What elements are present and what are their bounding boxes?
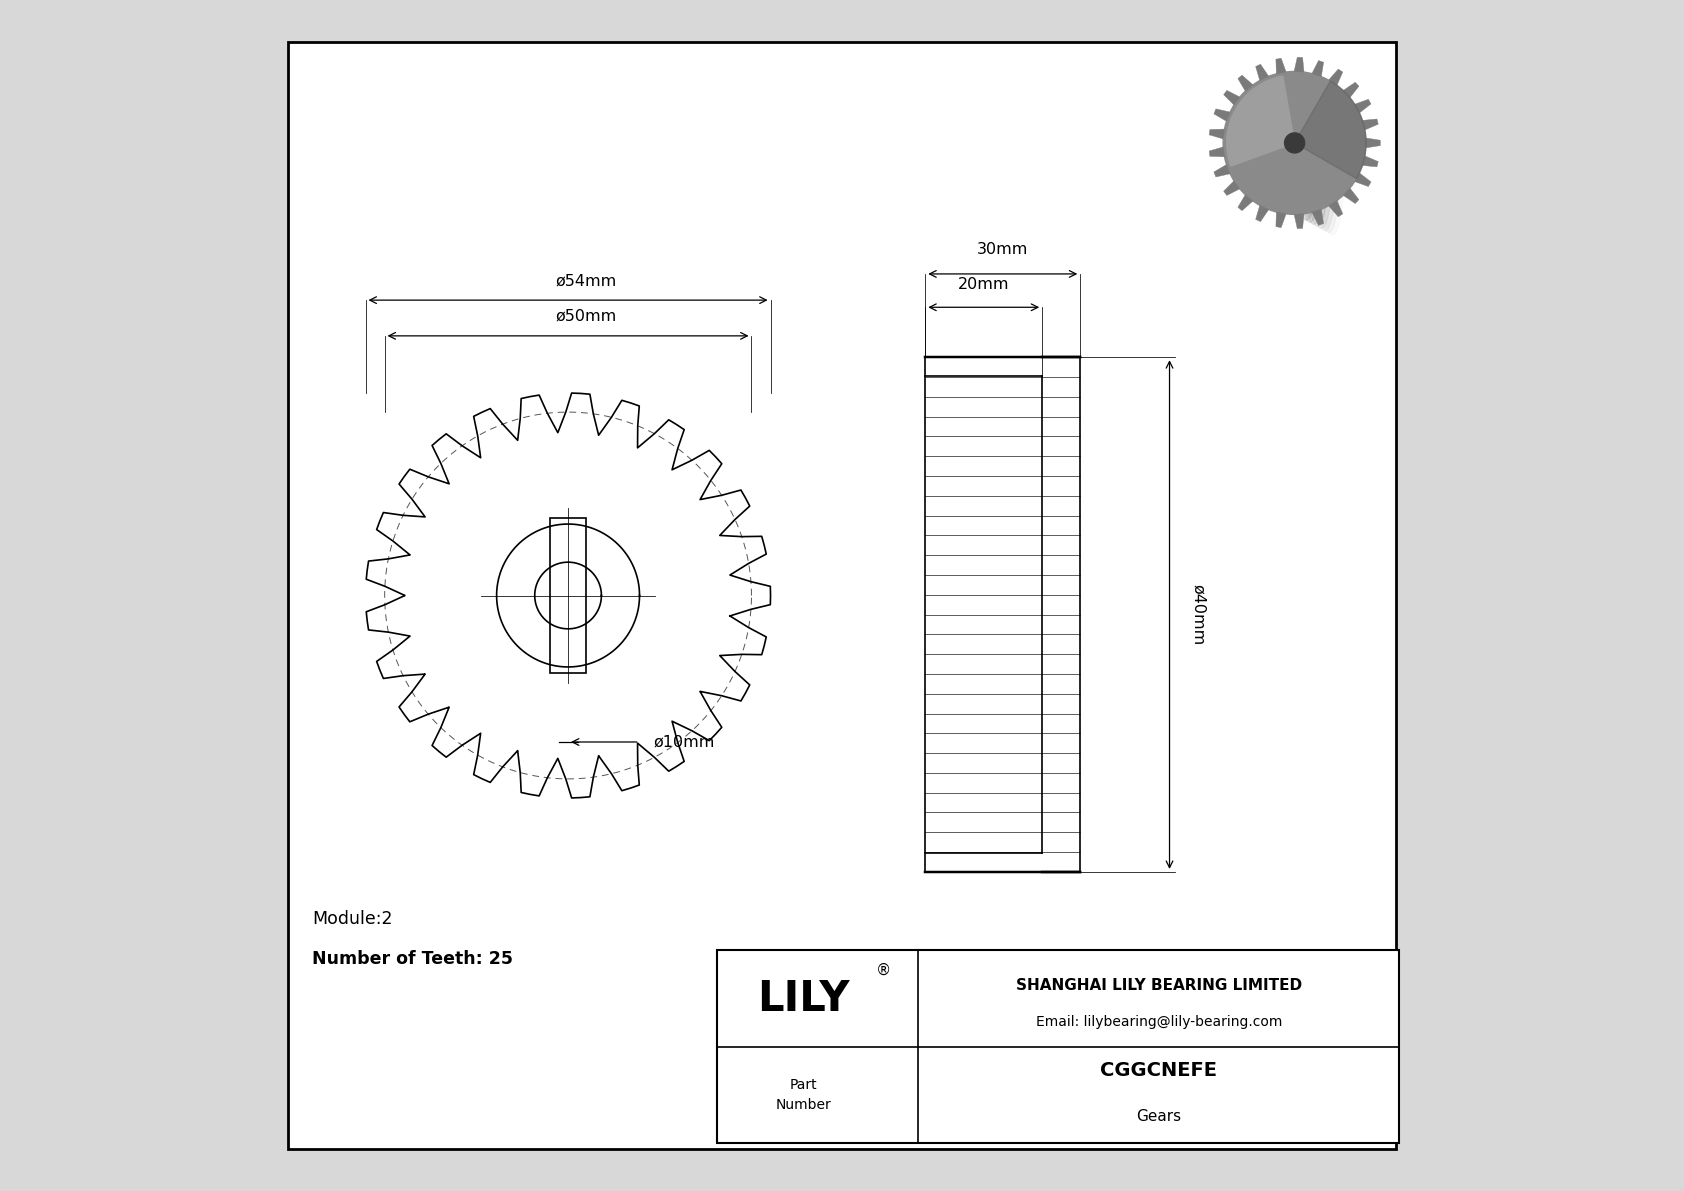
Polygon shape bbox=[1224, 181, 1239, 195]
Text: ø40mm: ø40mm bbox=[1191, 584, 1206, 646]
Text: ø54mm: ø54mm bbox=[556, 273, 616, 288]
Polygon shape bbox=[1312, 61, 1324, 76]
Ellipse shape bbox=[1310, 86, 1334, 229]
Polygon shape bbox=[1329, 69, 1342, 86]
Ellipse shape bbox=[1302, 81, 1325, 224]
Bar bbox=[551, 518, 586, 673]
Circle shape bbox=[1223, 71, 1366, 214]
Polygon shape bbox=[1293, 213, 1303, 229]
Polygon shape bbox=[1276, 212, 1287, 227]
Bar bbox=[717, 950, 1399, 1143]
Text: SHANGHAI LILY BEARING LIMITED: SHANGHAI LILY BEARING LIMITED bbox=[1015, 978, 1302, 992]
Polygon shape bbox=[1366, 138, 1381, 148]
Polygon shape bbox=[1209, 146, 1224, 157]
Ellipse shape bbox=[1295, 77, 1319, 220]
Ellipse shape bbox=[1314, 88, 1337, 231]
Polygon shape bbox=[1256, 205, 1268, 222]
Polygon shape bbox=[1329, 200, 1342, 217]
Text: 30mm: 30mm bbox=[977, 242, 1029, 257]
Polygon shape bbox=[1354, 99, 1371, 113]
Circle shape bbox=[1285, 133, 1305, 152]
Polygon shape bbox=[1214, 108, 1229, 121]
Text: LILY: LILY bbox=[758, 978, 849, 1019]
Polygon shape bbox=[1238, 194, 1253, 211]
Polygon shape bbox=[1344, 82, 1359, 98]
Text: Email: lilybearing@lily-bearing.com: Email: lilybearing@lily-bearing.com bbox=[1036, 1015, 1282, 1029]
Text: Part
Number: Part Number bbox=[775, 1078, 832, 1112]
Polygon shape bbox=[1276, 58, 1287, 74]
Wedge shape bbox=[1295, 81, 1366, 179]
Polygon shape bbox=[1354, 173, 1371, 187]
Text: ø50mm: ø50mm bbox=[556, 308, 616, 324]
Ellipse shape bbox=[1305, 83, 1330, 226]
Polygon shape bbox=[1362, 119, 1378, 130]
Text: CGGCNEFE: CGGCNEFE bbox=[1100, 1060, 1218, 1079]
Polygon shape bbox=[1238, 75, 1253, 92]
Polygon shape bbox=[1256, 64, 1268, 81]
Text: ø10mm: ø10mm bbox=[653, 735, 716, 749]
Polygon shape bbox=[1312, 210, 1324, 225]
Text: Module:2: Module:2 bbox=[312, 910, 392, 929]
Polygon shape bbox=[1362, 156, 1378, 167]
Ellipse shape bbox=[1317, 89, 1340, 232]
Polygon shape bbox=[1293, 57, 1303, 73]
Wedge shape bbox=[1226, 76, 1295, 166]
Bar bbox=[926, 357, 1079, 872]
Text: Gears: Gears bbox=[1137, 1109, 1182, 1124]
Polygon shape bbox=[1214, 164, 1229, 177]
Polygon shape bbox=[1344, 188, 1359, 204]
Text: ®: ® bbox=[876, 962, 891, 978]
Ellipse shape bbox=[1298, 80, 1322, 223]
Text: Number of Teeth: 25: Number of Teeth: 25 bbox=[312, 949, 514, 968]
Polygon shape bbox=[1209, 129, 1224, 139]
Text: 20mm: 20mm bbox=[958, 276, 1009, 292]
Polygon shape bbox=[1224, 91, 1239, 105]
